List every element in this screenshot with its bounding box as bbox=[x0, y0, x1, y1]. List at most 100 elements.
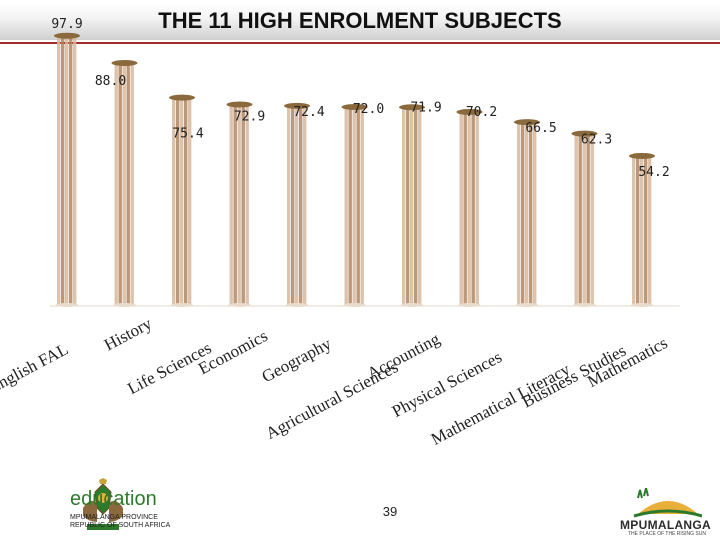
bar-column bbox=[514, 119, 540, 307]
bar-flute bbox=[590, 133, 594, 305]
bar-cap bbox=[456, 108, 483, 115]
bar-flute bbox=[348, 107, 352, 305]
value-label: 71.9 bbox=[410, 100, 441, 115]
bar-flute bbox=[529, 122, 533, 305]
bar-base bbox=[573, 303, 596, 307]
page-number: 39 bbox=[382, 504, 398, 519]
bar-cap bbox=[514, 119, 540, 126]
bar-flute bbox=[574, 133, 578, 305]
bar-flute bbox=[517, 122, 521, 305]
bar-cap bbox=[571, 130, 598, 137]
bar-flute bbox=[184, 97, 188, 306]
title-band bbox=[0, 4, 720, 40]
value-label: 88.0 bbox=[95, 74, 126, 89]
value-label: 62.3 bbox=[581, 133, 612, 148]
bar-flute bbox=[586, 133, 590, 305]
bar-flute bbox=[352, 107, 356, 305]
value-label: 72.4 bbox=[293, 105, 324, 120]
bar-column bbox=[111, 60, 138, 307]
bar-flute bbox=[356, 107, 360, 305]
bar-column bbox=[629, 152, 655, 307]
value-label: 54.2 bbox=[638, 165, 669, 180]
education-brand: education bbox=[70, 488, 157, 510]
bar-flute bbox=[299, 105, 303, 306]
bar-flute bbox=[360, 107, 364, 305]
bar-base bbox=[343, 303, 366, 307]
bar-flute bbox=[471, 111, 475, 305]
bar-flute bbox=[463, 111, 467, 305]
bar-flute bbox=[582, 133, 586, 305]
title-rule bbox=[0, 42, 720, 44]
bars-group bbox=[54, 32, 655, 307]
value-label: 70.2 bbox=[466, 105, 497, 120]
bar-base bbox=[56, 303, 78, 307]
bar-flute bbox=[291, 105, 295, 306]
bar-flute bbox=[180, 97, 184, 306]
province-text: MPUMALANGA PROVINCE REPUBLIC OF SOUTH AF… bbox=[70, 514, 170, 530]
bar-base bbox=[458, 303, 481, 307]
bar-flute bbox=[69, 35, 73, 306]
bar-base bbox=[286, 303, 308, 307]
bar-flute bbox=[287, 105, 291, 306]
bar-flute bbox=[114, 63, 118, 305]
bar-flute bbox=[406, 107, 410, 306]
bar-flute bbox=[578, 133, 582, 305]
bar-flute bbox=[521, 122, 525, 305]
bar-flute bbox=[459, 111, 463, 305]
bar-flute bbox=[126, 63, 130, 305]
bar-flute bbox=[130, 63, 134, 305]
bar-flute bbox=[233, 104, 237, 306]
bar-flute bbox=[237, 104, 241, 306]
value-labels-group: 97.9 88.0 75.4 72.9 72.4 72.0 71.9 70.2 66.5 62.3… bbox=[51, 17, 669, 180]
value-label: 75.4 bbox=[172, 127, 203, 142]
value-label: 66.5 bbox=[525, 121, 556, 136]
bar-column bbox=[284, 102, 310, 307]
bar-flute bbox=[176, 97, 180, 306]
bar-flute bbox=[418, 107, 422, 306]
province-line-1: MPUMALANGA PROVINCE bbox=[70, 514, 158, 521]
coat-of-arms-logo bbox=[83, 478, 123, 530]
bar-base bbox=[631, 303, 653, 307]
bar-flute bbox=[245, 104, 249, 306]
bar-flute bbox=[172, 97, 176, 306]
bar-column bbox=[169, 94, 195, 307]
bar-flute bbox=[118, 63, 122, 305]
bar-cap bbox=[169, 94, 195, 101]
bar-base bbox=[401, 303, 423, 307]
bar-flute bbox=[467, 111, 471, 305]
bar-column bbox=[341, 104, 368, 307]
bar-flute bbox=[61, 35, 65, 306]
bar-flute bbox=[57, 35, 61, 306]
value-label: 72.0 bbox=[353, 102, 384, 117]
bar-flute bbox=[344, 107, 348, 305]
bar-cap bbox=[54, 32, 80, 39]
bar-column bbox=[456, 108, 483, 307]
bar-flute bbox=[188, 97, 192, 306]
bar-flute bbox=[241, 104, 245, 306]
bar-base bbox=[171, 303, 193, 307]
bar-cap bbox=[341, 104, 368, 110]
bar-cap bbox=[629, 152, 655, 159]
title-bar: THE 11 HIGH ENROLMENT SUBJECTS bbox=[0, 0, 720, 44]
bar-flute bbox=[525, 122, 529, 305]
bar-column bbox=[54, 32, 80, 307]
bar-flute bbox=[533, 122, 537, 305]
bar-flute bbox=[644, 155, 648, 305]
category-label: Accounting bbox=[364, 329, 443, 383]
bar-column bbox=[571, 130, 598, 307]
bar-flute bbox=[295, 105, 299, 306]
bar-flute bbox=[122, 63, 126, 305]
page-title: THE 11 HIGH ENROLMENT SUBJECTS bbox=[158, 8, 562, 33]
bar-flute bbox=[640, 155, 644, 305]
bar-column bbox=[399, 104, 425, 307]
bar-flute bbox=[73, 35, 77, 306]
bar-column bbox=[226, 101, 253, 307]
bar-flute bbox=[402, 107, 406, 306]
bar-flute bbox=[648, 155, 652, 305]
bar-flute bbox=[636, 155, 640, 305]
bar-cap bbox=[399, 104, 425, 111]
bar-flute bbox=[303, 105, 307, 306]
bar-flute bbox=[65, 35, 69, 306]
bar-cap bbox=[284, 102, 310, 109]
